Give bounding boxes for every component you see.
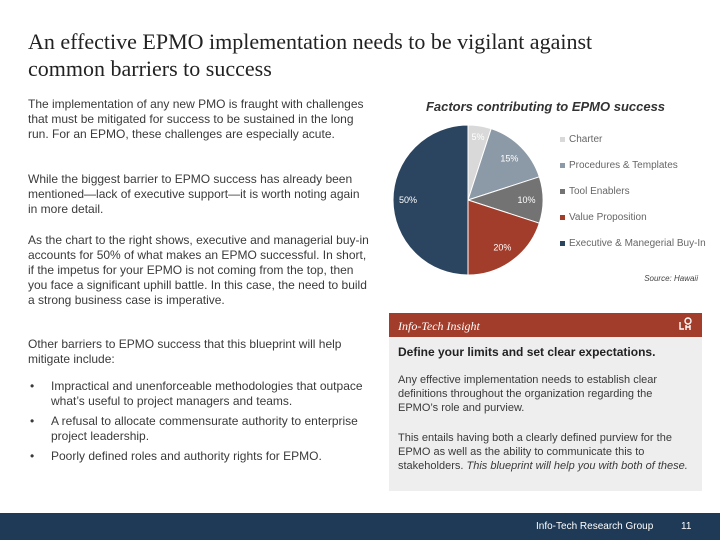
insight-paragraph: This entails having both a clearly defin… (398, 431, 693, 473)
legend-swatch (560, 241, 565, 246)
data-label-executive-buy-in: 50% (399, 195, 417, 205)
insight-header-bar: Info-Tech Insight (389, 313, 702, 337)
legend-label: Charter (569, 134, 603, 145)
insight-paragraph: Any effective implementation needs to es… (398, 374, 658, 414)
legend-label: Executive & Manegerial Buy-In (569, 238, 706, 249)
insight-box: Define your limits and set clear expecta… (389, 337, 702, 491)
legend-swatch (560, 215, 565, 220)
info-tech-logo-icon (679, 317, 692, 330)
list-item: • A refusal to allocate commensurate auth… (28, 414, 370, 444)
pie-slice-value-proposition (467, 199, 540, 276)
chart-source: Source: Hawaii (644, 274, 698, 283)
list-item: • Poorly defined roles and authority righ… (28, 449, 370, 464)
insight-paragraph-emphasis: This blueprint will help you with both o… (466, 460, 688, 472)
bullet-icon: • (30, 414, 35, 428)
list-item: • Impractical and unenforceable methodolo… (28, 379, 370, 409)
list-item-text: Impractical and unenforceable methodolog… (51, 379, 363, 408)
intro-paragraph: The implementation of any new PMO is fra… (28, 97, 364, 141)
footer-bar: Info-Tech Research Group 11 (0, 513, 720, 540)
data-label-tool-enablers: 10% (517, 195, 535, 205)
pie-slice-executive-buy-in (392, 124, 469, 276)
other-barriers-paragraph: Other barriers to EPMO success that this… (28, 337, 342, 366)
data-label-charter: 5% (471, 132, 484, 142)
insight-paragraph-text: This entails having both a clearly defin… (398, 432, 672, 472)
slide-title: An effective EPMO implementation needs t… (28, 29, 593, 81)
list-item-text: Poorly defined roles and authority right… (51, 449, 322, 463)
legend-swatch (560, 163, 565, 168)
legend-swatch (560, 189, 565, 194)
legend-label: Tool Enablers (569, 186, 630, 197)
chart-explanation-paragraph: As the chart to the right shows, executi… (28, 233, 369, 307)
legend-label: Value Proposition (569, 212, 647, 223)
legend-label: Procedures & Templates (569, 160, 678, 171)
page-number: 11 (681, 521, 692, 532)
executive-support-paragraph: While the biggest barrier to EPMO succes… (28, 172, 360, 216)
insight-heading: Define your limits and set clear expecta… (398, 345, 656, 359)
chart-title: Factors contributing to EPMO success (425, 99, 666, 114)
data-label-value-proposition: 20% (493, 242, 511, 252)
bullet-icon: • (30, 379, 35, 393)
pie-chart: 5% 15% 10% 20% 50% (392, 124, 544, 276)
insight-title: Info-Tech Insight (398, 319, 480, 333)
legend-swatch (560, 137, 565, 142)
list-item-text: A refusal to allocate commensurate autho… (51, 414, 358, 443)
footer-organization: Info-Tech Research Group (536, 521, 654, 532)
barriers-list: • Impractical and unenforceable methodolo… (28, 379, 370, 469)
bullet-icon: • (30, 449, 35, 463)
data-label-procedures-templates: 15% (500, 154, 518, 164)
